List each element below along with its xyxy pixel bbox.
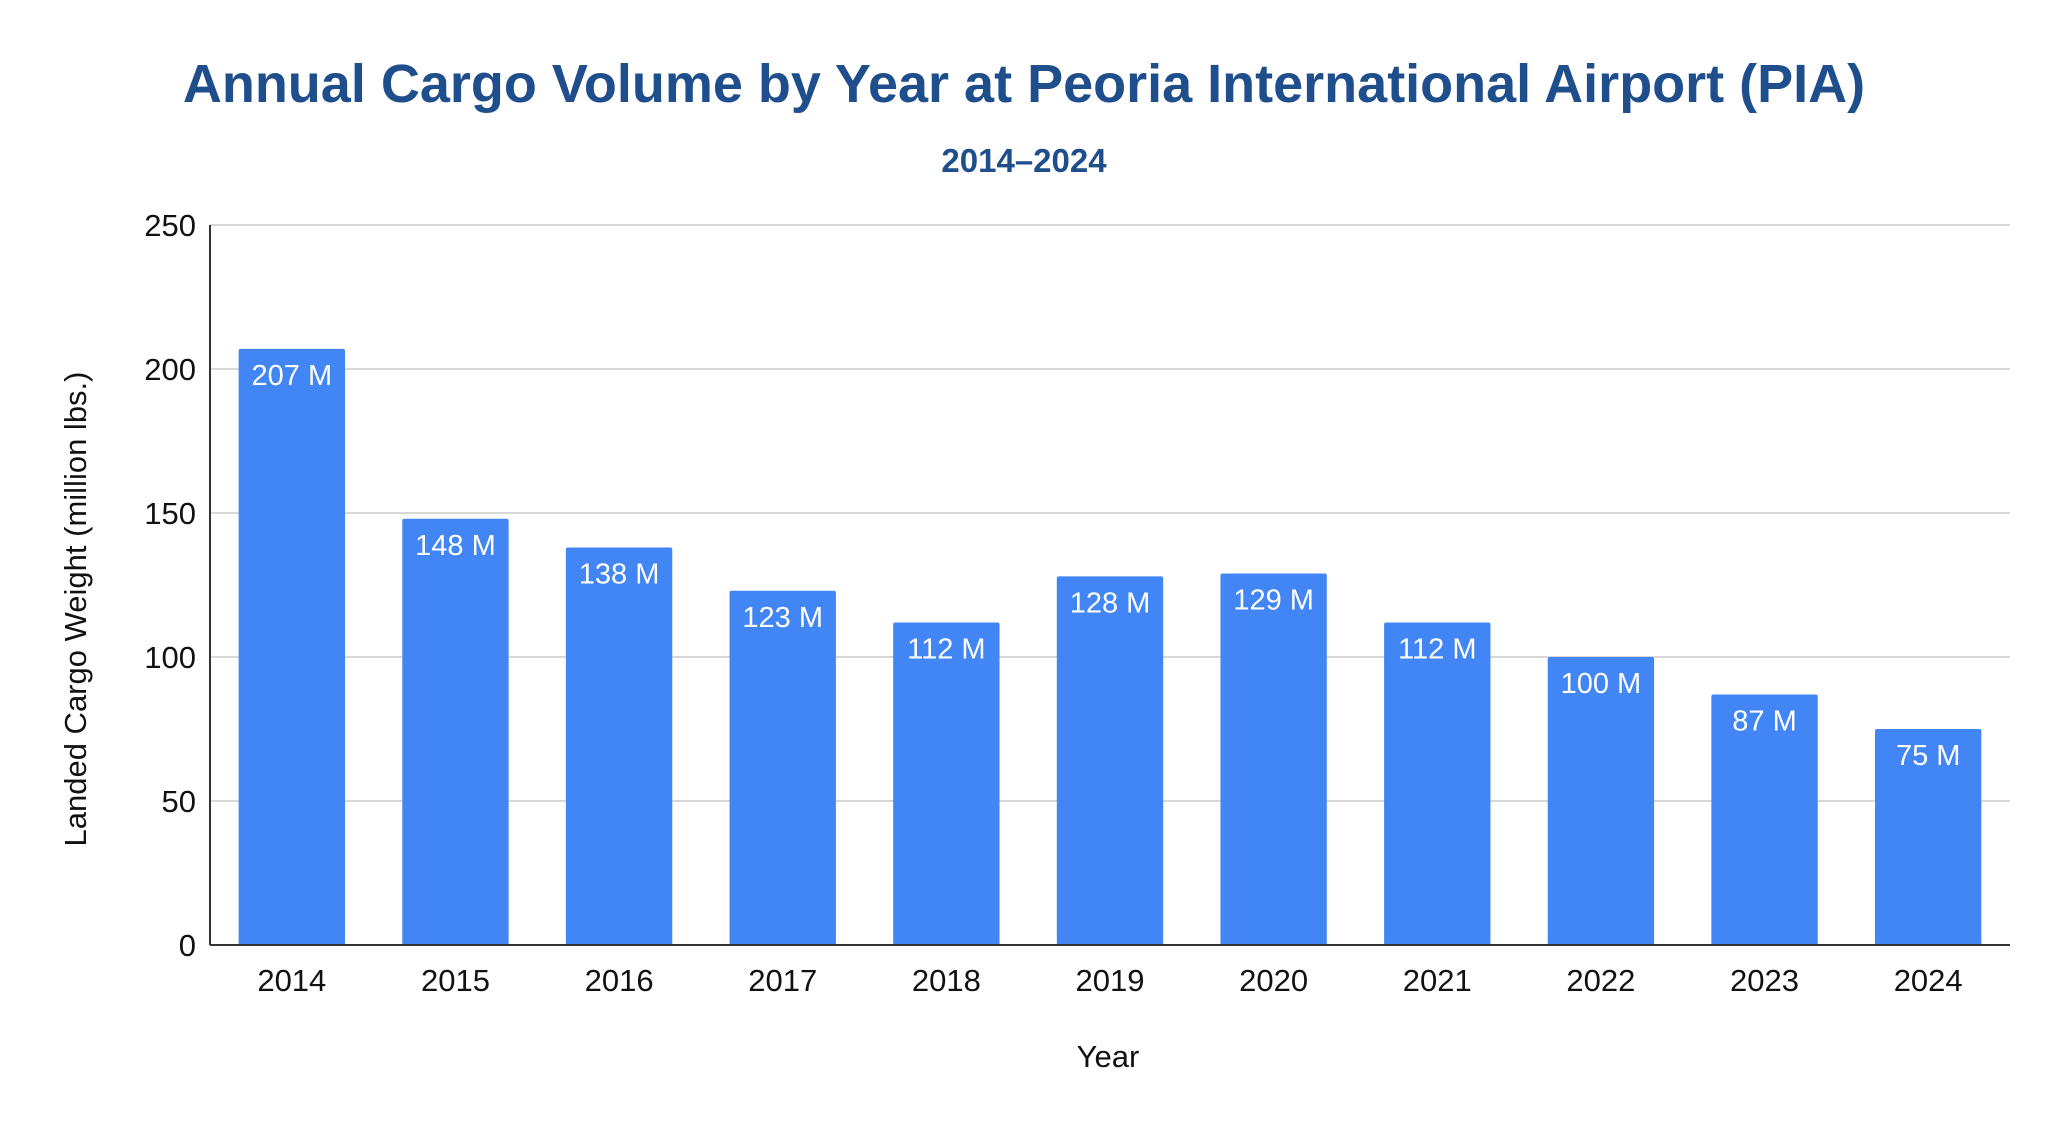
bar-2021	[1384, 622, 1491, 945]
data-label-2019: 128 M	[1070, 587, 1151, 619]
x-tick-label-2022: 2022	[1566, 963, 1635, 998]
bar-2017	[729, 590, 836, 945]
data-label-2024: 75 M	[1896, 740, 1960, 772]
bar-2018	[893, 622, 1000, 945]
bar-2016	[565, 547, 673, 945]
y-tick-label: 150	[144, 496, 196, 531]
y-axis-title: Landed Cargo Weight (million lbs.)	[58, 372, 93, 847]
x-tick-label-2017: 2017	[748, 963, 817, 998]
chart-title: Annual Cargo Volume by Year at Peoria In…	[183, 54, 1865, 114]
x-tick-label-2024: 2024	[1894, 963, 1963, 998]
x-tick-label-2015: 2015	[421, 963, 490, 998]
data-labels: 207 M 148 M 138 M 123 M 112 M 128 M 129 M 112 M…	[252, 360, 1961, 772]
x-tick-label-2014: 2014	[257, 963, 326, 998]
x-tick-label-2016: 2016	[585, 963, 654, 998]
data-label-2015: 148 M	[415, 530, 496, 562]
x-tick-label-2020: 2020	[1239, 963, 1308, 998]
data-label-2023: 87 M	[1732, 705, 1796, 737]
data-label-2014: 207 M	[252, 360, 333, 392]
x-tick-label-2021: 2021	[1403, 963, 1472, 998]
y-tick-label: 50	[162, 784, 196, 819]
bar-2014	[238, 348, 345, 946]
bar-2019	[1056, 576, 1164, 945]
bar-2022	[1547, 657, 1655, 945]
x-tick-label-2023: 2023	[1730, 963, 1799, 998]
bar-2020	[1220, 573, 1327, 945]
bar-2015	[402, 518, 509, 945]
y-tick-label: 250	[144, 208, 196, 243]
data-label-2021: 112 M	[1398, 633, 1476, 665]
x-tick-label-2019: 2019	[1076, 963, 1145, 998]
y-tick-labels: 0 50 100 150 200 250	[144, 208, 196, 963]
gridlines	[210, 224, 2010, 802]
axes	[209, 225, 2010, 946]
bar-2024	[1875, 729, 1982, 945]
y-tick-label: 0	[179, 928, 196, 963]
data-label-2022: 100 M	[1561, 668, 1642, 700]
x-tick-labels: 2014 2015 2016 2017 2018 2019 2020 2021 2022 2023…	[257, 963, 1962, 998]
y-tick-label: 200	[144, 352, 196, 387]
chart-subtitle: 2014–2024	[941, 142, 1107, 179]
data-label-2017: 123 M	[742, 602, 823, 634]
bars	[238, 348, 1982, 946]
y-tick-label: 100	[144, 640, 196, 675]
bar-2023	[1711, 694, 1818, 945]
data-label-2018: 112 M	[907, 633, 985, 665]
x-tick-label-2018: 2018	[912, 963, 981, 998]
x-axis-title: Year	[1077, 1039, 1140, 1074]
data-label-2016: 138 M	[579, 559, 660, 591]
data-label-2020: 129 M	[1233, 584, 1314, 616]
